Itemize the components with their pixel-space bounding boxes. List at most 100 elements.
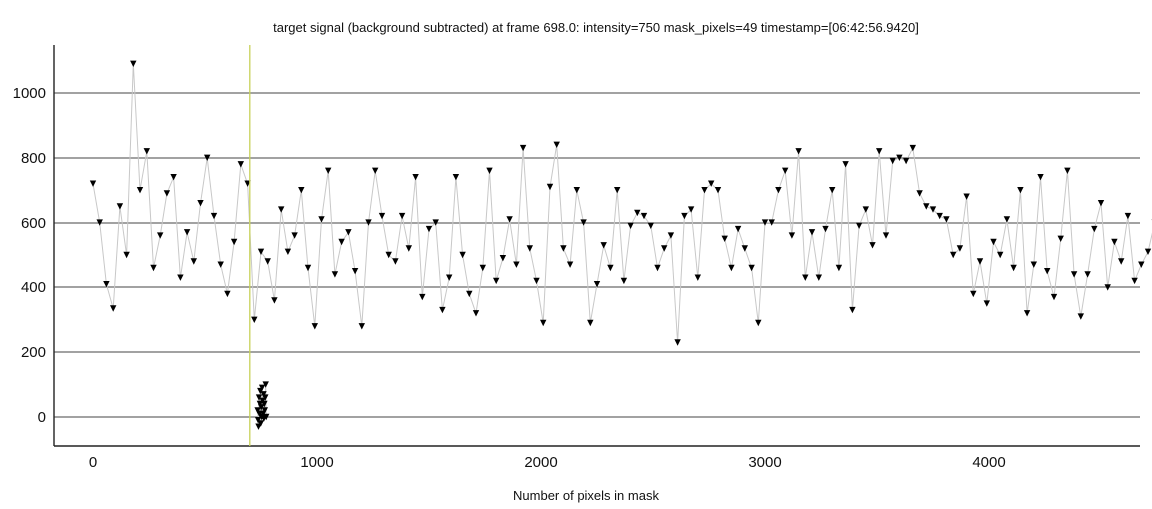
- data-point: [123, 251, 130, 259]
- data-point: [263, 413, 270, 421]
- data-point: [1124, 212, 1132, 220]
- data-point: [600, 242, 607, 249]
- data-point: [1118, 258, 1125, 265]
- data-point: [262, 381, 269, 388]
- data-point: [224, 290, 231, 298]
- data-point: [956, 245, 964, 252]
- data-point: [163, 190, 171, 197]
- data-point: [721, 235, 728, 242]
- data-point: [116, 203, 124, 210]
- data-point: [902, 157, 910, 165]
- data-point: [345, 229, 352, 236]
- data-point: [110, 305, 117, 312]
- data-point: [667, 232, 675, 239]
- data-point: [1023, 310, 1031, 317]
- data-point: [620, 277, 628, 285]
- data-point: [183, 229, 191, 236]
- data-point: [217, 261, 224, 268]
- series-line: [92, 63, 1152, 343]
- y-tick-label: 0: [38, 409, 46, 426]
- data-point: [103, 281, 110, 288]
- data-point: [782, 167, 789, 174]
- data-point: [661, 245, 668, 252]
- data-point: [136, 187, 144, 194]
- y-tick-label: 800: [21, 150, 46, 167]
- data-point: [990, 238, 997, 246]
- data-point: [405, 245, 412, 252]
- data-point: [849, 306, 856, 314]
- data-point: [338, 238, 345, 246]
- data-point: [278, 206, 285, 213]
- data-point: [1077, 313, 1084, 320]
- data-point: [768, 219, 775, 226]
- data-point: [1070, 271, 1078, 278]
- data-point: [540, 319, 547, 327]
- data-point: [936, 212, 943, 220]
- data-point: [1010, 264, 1017, 272]
- data-point: [983, 300, 990, 307]
- data-point: [392, 258, 399, 265]
- chart-title: target signal (background subtracted) at…: [273, 20, 919, 35]
- data-point: [385, 251, 392, 259]
- data-point: [479, 264, 486, 272]
- data-point: [412, 174, 419, 181]
- data-point: [331, 271, 339, 278]
- data-point: [1138, 261, 1145, 268]
- data-point: [855, 222, 863, 229]
- data-point: [1044, 268, 1051, 275]
- data-point: [499, 255, 507, 262]
- data-point: [284, 248, 292, 255]
- data-point: [614, 187, 621, 194]
- data-point: [997, 251, 1004, 259]
- data-point: [694, 274, 701, 281]
- data-point: [318, 216, 325, 223]
- data-point: [143, 148, 150, 155]
- data-point: [829, 187, 836, 194]
- data-point: [916, 190, 923, 197]
- x-tick-label: 2000: [524, 454, 557, 471]
- data-point: [459, 251, 466, 259]
- data-point: [210, 212, 218, 220]
- data-point: [714, 187, 722, 194]
- y-tick-label: 600: [21, 215, 46, 232]
- data-point: [1017, 187, 1024, 194]
- data-point: [681, 212, 688, 220]
- data-point: [963, 193, 970, 200]
- data-point: [432, 219, 439, 226]
- data-point: [1057, 235, 1064, 242]
- data-point: [254, 417, 262, 424]
- data-point: [271, 297, 278, 304]
- data-point: [708, 180, 715, 187]
- data-point: [251, 316, 258, 323]
- data-point: [1131, 277, 1138, 285]
- data-point: [741, 245, 748, 252]
- data-point: [262, 394, 269, 401]
- data-point: [748, 264, 755, 272]
- data-point: [634, 209, 641, 217]
- data-point: [1144, 248, 1152, 255]
- data-point: [795, 148, 802, 155]
- data-point: [452, 174, 460, 181]
- x-axis-label: Number of pixels in mask: [513, 488, 659, 503]
- data-point: [258, 404, 265, 411]
- data-point: [1104, 284, 1111, 291]
- data-point: [1037, 174, 1044, 181]
- data-point: [909, 144, 916, 152]
- data-point: [351, 268, 359, 275]
- data-point: [1097, 200, 1105, 207]
- data-point: [513, 261, 520, 268]
- data-point: [862, 206, 869, 213]
- data-point: [647, 222, 654, 229]
- y-tick-label: 1000: [13, 85, 46, 102]
- data-point: [1064, 167, 1071, 174]
- data-point: [943, 216, 950, 223]
- data-point: [257, 248, 265, 255]
- series-layer: [89, 60, 1152, 430]
- data-point: [466, 290, 473, 298]
- data-point: [298, 187, 305, 194]
- data-point: [728, 264, 735, 272]
- data-point: [197, 200, 204, 207]
- data-point: [761, 219, 769, 226]
- data-point: [130, 60, 137, 67]
